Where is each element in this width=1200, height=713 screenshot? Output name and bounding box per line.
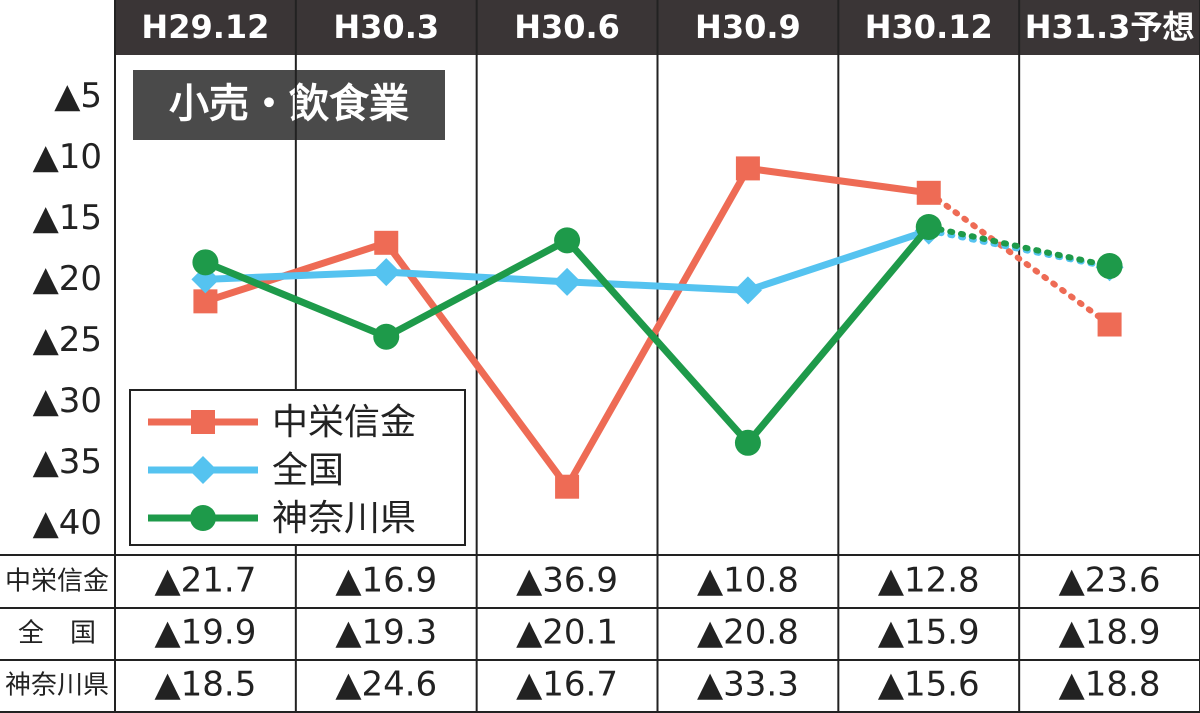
legend-marker [190,505,216,531]
y-tick-label: ▲15 [33,198,102,238]
data-point [554,227,581,254]
data-point [733,276,762,305]
table-cell: ▲18.9 [1059,613,1161,653]
data-point [553,267,582,296]
data-point [734,429,761,456]
legend-label: 神奈川県 [272,498,416,539]
x-tick-label: H30.6 [514,8,620,46]
y-tick-label: ▲5 [54,76,102,116]
table-cell: ▲18.5 [154,665,256,705]
table-cell: ▲16.9 [335,561,437,601]
legend-label: 中栄信金 [272,402,416,443]
y-tick-label: ▲35 [33,442,102,482]
data-point [916,180,941,205]
data-point [192,249,219,276]
data-point [915,213,942,240]
data-point [555,474,580,499]
table-cell: ▲15.9 [878,613,980,653]
chart-title: 小売・飲食業 [169,81,409,127]
table-cell: ▲24.6 [335,665,437,705]
table-cell: ▲16.7 [516,665,618,705]
x-tick-label: H30.3 [333,8,439,46]
table-cell: ▲20.8 [697,613,799,653]
data-point [373,323,400,350]
x-tick-label: H30.9 [695,8,801,46]
table-cell: ▲19.9 [154,613,256,653]
data-point [735,156,760,181]
table-cell: ▲12.8 [878,561,980,601]
legend-marker [191,410,215,434]
table-cell: ▲36.9 [516,561,618,601]
table-cell: ▲18.8 [1059,665,1161,705]
table-cell: ▲23.6 [1059,561,1161,601]
table-cell: ▲20.1 [516,613,618,653]
row-label: 神奈川県 [5,671,109,701]
data-point [1097,312,1122,337]
y-tick-label: ▲20 [33,259,102,299]
y-tick-label: ▲30 [33,381,102,421]
x-tick-label: H31.3予想 [1025,8,1195,46]
table-cell: ▲33.3 [697,665,799,705]
y-tick-label: ▲25 [33,320,102,360]
y-tick-label: ▲10 [33,137,102,177]
forecast-line [925,189,1113,328]
table-cell: ▲19.3 [335,613,437,653]
data-point [1096,252,1123,279]
data-point [372,258,401,287]
row-label: 全 国 [18,619,96,649]
data-point [374,230,399,255]
row-label: 中栄信金 [5,567,109,597]
table-cell: ▲15.6 [878,665,980,705]
y-tick-label: ▲40 [33,503,102,543]
x-tick-label: H29.12 [141,8,269,46]
table-cell: ▲10.8 [697,561,799,601]
legend-label: 全国 [272,450,344,491]
table-cell: ▲21.7 [154,561,256,601]
legend-marker [189,456,217,484]
forecast-line [925,223,1113,269]
x-tick-label: H30.12 [865,8,993,46]
title-box [133,70,445,140]
